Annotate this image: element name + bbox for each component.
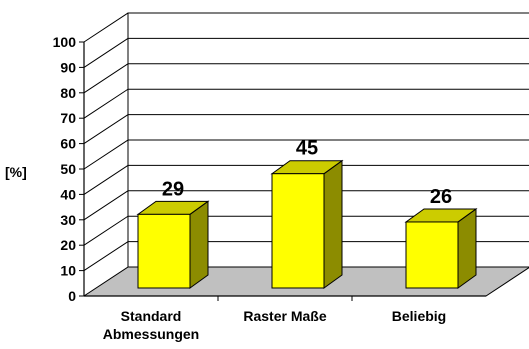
y-tick-label: 80 — [60, 85, 76, 101]
y-tick-label: 100 — [53, 34, 77, 50]
gridlines — [83, 12, 529, 272]
bar-side — [323, 159, 343, 289]
gridline — [83, 12, 529, 43]
x-tick-label: Raster Maße — [243, 308, 326, 324]
gridline — [83, 164, 529, 195]
data-labels: 29 45 26 — [162, 138, 452, 208]
y-tick-label: 60 — [60, 136, 76, 152]
gridline — [83, 63, 529, 94]
y-tick-label: 50 — [60, 161, 76, 177]
gridline — [83, 215, 529, 246]
x-tick-label: Standard Abmessungen — [103, 308, 199, 342]
bar-side — [189, 200, 209, 289]
y-tick-label: 90 — [60, 59, 76, 75]
y-axis: 0 10 20 30 40 50 60 70 80 90 100 — [53, 34, 85, 304]
gridline — [83, 114, 529, 145]
gridline — [83, 88, 529, 119]
y-tick-label: 70 — [60, 110, 76, 126]
bar — [137, 213, 191, 289]
y-axis-label: [%] — [5, 164, 27, 180]
x-axis: Standard Abmessungen Raster Maße Beliebig — [84, 295, 486, 342]
bar — [271, 173, 325, 289]
y-tick-label: 0 — [68, 288, 76, 304]
gridline — [83, 139, 529, 170]
y-tick-label: 20 — [60, 237, 76, 253]
bar — [405, 221, 459, 289]
x-tick-label: Beliebig — [392, 308, 446, 324]
y-tick-label: 10 — [60, 263, 76, 279]
gridline — [83, 241, 529, 272]
y-tick-label: 40 — [60, 186, 76, 202]
gridline — [83, 190, 529, 221]
data-label: 26 — [430, 186, 452, 208]
y-tick-label: 30 — [60, 212, 76, 228]
gridline — [83, 37, 529, 68]
bars — [136, 159, 478, 289]
bar-side — [457, 207, 477, 289]
data-label: 45 — [296, 138, 318, 160]
data-label: 29 — [162, 178, 184, 200]
